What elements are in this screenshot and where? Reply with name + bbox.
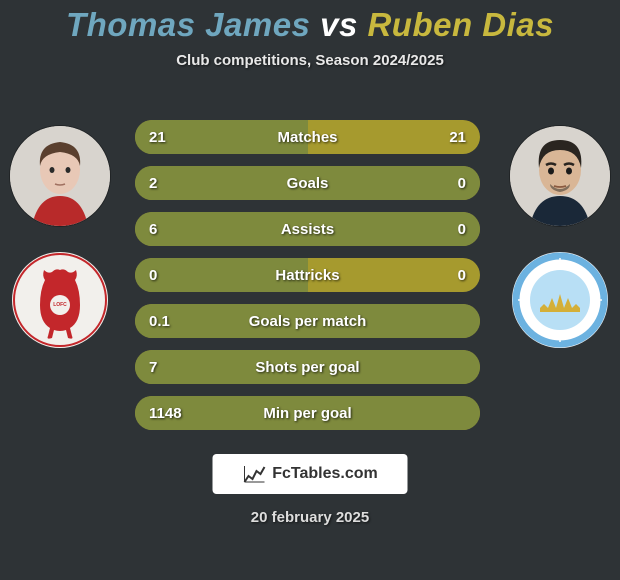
vs-separator: vs [310, 6, 367, 43]
stat-row: 60Assists [135, 212, 480, 246]
player2-name: Ruben Dias [367, 6, 554, 43]
player1-avatar [10, 126, 110, 226]
stat-row: 2121Matches [135, 120, 480, 154]
player2-club-crest [510, 250, 610, 350]
stat-bars: 2121Matches 20Goals 60Assists 00Hattricks 0.… [135, 120, 480, 442]
stat-label: Goals [135, 166, 480, 200]
player1-crest-svg: LOFC [10, 250, 110, 350]
player1-name: Thomas James [66, 6, 310, 43]
watermark: FcTables.com [213, 454, 408, 494]
stat-label: Shots per goal [135, 350, 480, 384]
player2-crest-svg [510, 250, 610, 350]
stat-row: 7Shots per goal [135, 350, 480, 384]
stat-row: 00Hattricks [135, 258, 480, 292]
player1-avatar-svg [10, 126, 110, 226]
stat-label: Goals per match [135, 304, 480, 338]
date-text: 20 february 2025 [0, 509, 620, 526]
stat-row: 1148Min per goal [135, 396, 480, 430]
player2-avatar-svg [510, 126, 610, 226]
subtitle: Club competitions, Season 2024/2025 [0, 52, 620, 69]
svg-text:LOFC: LOFC [53, 302, 67, 308]
stat-row: 20Goals [135, 166, 480, 200]
stat-label: Hattricks [135, 258, 480, 292]
player2-avatar [510, 126, 610, 226]
stat-label: Matches [135, 120, 480, 154]
player1-club-crest: LOFC [10, 250, 110, 350]
comparison-title: Thomas James vs Ruben Dias [0, 0, 620, 44]
stat-row: 0.1Goals per match [135, 304, 480, 338]
stat-label: Assists [135, 212, 480, 246]
watermark-text: FcTables.com [272, 465, 378, 483]
chart-icon [242, 464, 266, 484]
stat-label: Min per goal [135, 396, 480, 430]
